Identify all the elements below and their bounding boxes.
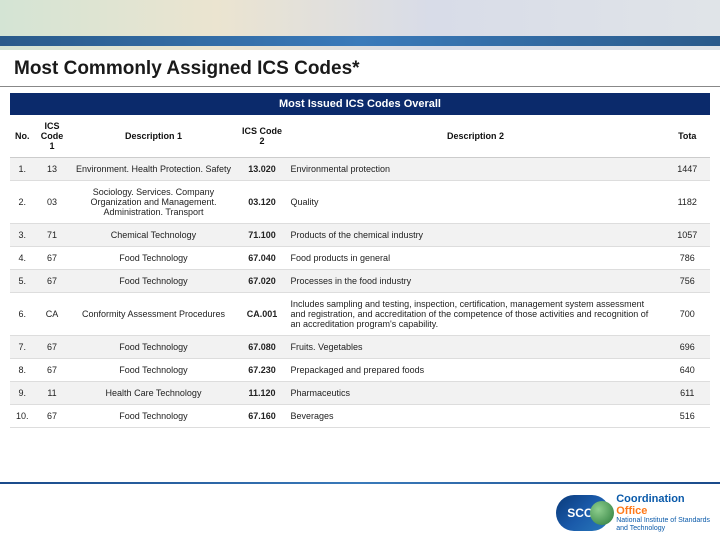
- table-row: 1.13Environment. Health Protection. Safe…: [10, 158, 710, 181]
- col-header-desc2: Description 2: [287, 115, 665, 158]
- cell-desc1: Environment. Health Protection. Safety: [70, 158, 238, 181]
- cell-desc2: Includes sampling and testing, inspectio…: [287, 293, 665, 336]
- table-row: 8.67Food Technology67.230Prepackaged and…: [10, 359, 710, 382]
- cell-no: 3.: [10, 224, 35, 247]
- logo-badge: SCO: [556, 495, 610, 531]
- cell-code2: CA.001: [238, 293, 287, 336]
- table-row: 10.67Food Technology67.160Beverages516: [10, 405, 710, 428]
- cell-code1: 13: [35, 158, 70, 181]
- cell-desc2: Processes in the food industry: [287, 270, 665, 293]
- cell-desc1: Chemical Technology: [70, 224, 238, 247]
- cell-desc1: Sociology. Services. Company Organizatio…: [70, 181, 238, 224]
- cell-desc1: Food Technology: [70, 359, 238, 382]
- cell-no: 2.: [10, 181, 35, 224]
- cell-code1: 71: [35, 224, 70, 247]
- cell-code2: 67.020: [238, 270, 287, 293]
- cell-total: 756: [665, 270, 711, 293]
- cell-desc1: Conformity Assessment Procedures: [70, 293, 238, 336]
- globe-icon: [590, 501, 614, 525]
- cell-desc1: Food Technology: [70, 405, 238, 428]
- table-row: 2.03Sociology. Services. Company Organiz…: [10, 181, 710, 224]
- cell-code2: 71.100: [238, 224, 287, 247]
- table-row: 3.71Chemical Technology71.100Products of…: [10, 224, 710, 247]
- page-title-bar: Most Commonly Assigned ICS Codes*: [0, 50, 720, 87]
- cell-no: 8.: [10, 359, 35, 382]
- cell-desc1: Food Technology: [70, 336, 238, 359]
- cell-total: 516: [665, 405, 711, 428]
- cell-total: 1057: [665, 224, 711, 247]
- table-row: 9.11Health Care Technology11.120Pharmace…: [10, 382, 710, 405]
- logo-line4: and Technology: [616, 525, 710, 532]
- cell-desc2: Pharmaceutics: [287, 382, 665, 405]
- footer-logo: SCO Coordination Office National Institu…: [556, 494, 710, 532]
- col-header-code1: ICS Code 1: [35, 115, 70, 158]
- cell-code1: 03: [35, 181, 70, 224]
- cell-code2: 67.040: [238, 247, 287, 270]
- cell-total: 611: [665, 382, 711, 405]
- cell-desc1: Food Technology: [70, 270, 238, 293]
- cell-desc2: Food products in general: [287, 247, 665, 270]
- decorative-bottom-rule: [0, 482, 720, 484]
- table-header-row: No. ICS Code 1 Description 1 ICS Code 2 …: [10, 115, 710, 158]
- page-title: Most Commonly Assigned ICS Codes*: [14, 58, 706, 80]
- cell-no: 9.: [10, 382, 35, 405]
- table-row: 4.67Food Technology67.040Food products i…: [10, 247, 710, 270]
- cell-desc1: Health Care Technology: [70, 382, 238, 405]
- logo-line3: National Institute of Standards: [616, 517, 710, 524]
- cell-total: 1447: [665, 158, 711, 181]
- cell-desc2: Beverages: [287, 405, 665, 428]
- cell-no: 6.: [10, 293, 35, 336]
- cell-code2: 67.080: [238, 336, 287, 359]
- cell-code1: 11: [35, 382, 70, 405]
- cell-code2: 11.120: [238, 382, 287, 405]
- cell-code1: CA: [35, 293, 70, 336]
- cell-total: 1182: [665, 181, 711, 224]
- cell-desc2: Environmental protection: [287, 158, 665, 181]
- cell-code2: 67.160: [238, 405, 287, 428]
- ics-codes-table: No. ICS Code 1 Description 1 ICS Code 2 …: [10, 115, 710, 428]
- cell-code1: 67: [35, 247, 70, 270]
- decorative-top-banner: [0, 0, 720, 50]
- cell-no: 4.: [10, 247, 35, 270]
- cell-desc2: Fruits. Vegetables: [287, 336, 665, 359]
- table-container: Most Issued ICS Codes Overall No. ICS Co…: [0, 87, 720, 428]
- logo-text: Coordination Office National Institute o…: [616, 494, 710, 532]
- col-header-code2: ICS Code 2: [238, 115, 287, 158]
- cell-total: 696: [665, 336, 711, 359]
- table-row: 5.67Food Technology67.020Processes in th…: [10, 270, 710, 293]
- cell-no: 10.: [10, 405, 35, 428]
- cell-desc2: Quality: [287, 181, 665, 224]
- col-header-desc1: Description 1: [70, 115, 238, 158]
- cell-code2: 13.020: [238, 158, 287, 181]
- cell-total: 786: [665, 247, 711, 270]
- logo-line2: Office: [616, 506, 710, 518]
- cell-desc2: Products of the chemical industry: [287, 224, 665, 247]
- table-row: 6.CAConformity Assessment ProceduresCA.0…: [10, 293, 710, 336]
- cell-code1: 67: [35, 270, 70, 293]
- cell-total: 700: [665, 293, 711, 336]
- cell-no: 5.: [10, 270, 35, 293]
- cell-code2: 03.120: [238, 181, 287, 224]
- table-title: Most Issued ICS Codes Overall: [10, 93, 710, 115]
- col-header-no: No.: [10, 115, 35, 158]
- cell-code1: 67: [35, 359, 70, 382]
- col-header-total: Tota: [665, 115, 711, 158]
- cell-total: 640: [665, 359, 711, 382]
- table-row: 7.67Food Technology67.080Fruits. Vegetab…: [10, 336, 710, 359]
- cell-code2: 67.230: [238, 359, 287, 382]
- table-body: 1.13Environment. Health Protection. Safe…: [10, 158, 710, 428]
- cell-no: 7.: [10, 336, 35, 359]
- cell-desc2: Prepackaged and prepared foods: [287, 359, 665, 382]
- cell-desc1: Food Technology: [70, 247, 238, 270]
- cell-code1: 67: [35, 405, 70, 428]
- cell-code1: 67: [35, 336, 70, 359]
- cell-no: 1.: [10, 158, 35, 181]
